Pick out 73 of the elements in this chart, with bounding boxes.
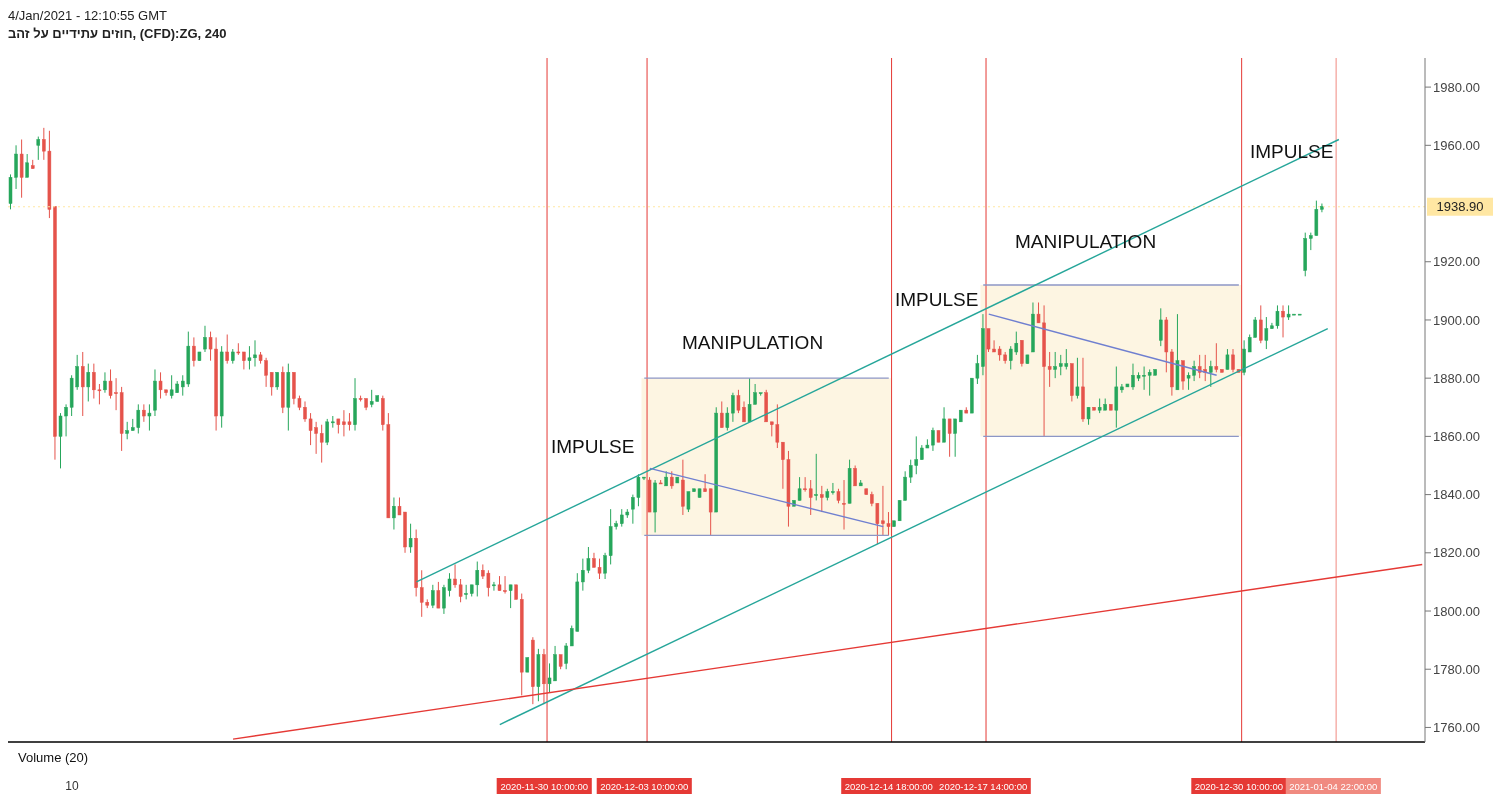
candlestick bbox=[319, 424, 324, 464]
candlestick bbox=[731, 392, 735, 423]
candlestick bbox=[1281, 304, 1285, 338]
y-tick-label: 1980.00 bbox=[1433, 79, 1480, 95]
candlestick bbox=[1075, 357, 1080, 400]
candlestick bbox=[86, 363, 91, 402]
x-tick-label: 2020-12-30 10:00:00 bbox=[1194, 780, 1283, 792]
candlestick bbox=[1181, 360, 1185, 391]
candlestick bbox=[269, 371, 274, 397]
y-tick-label: 1820.00 bbox=[1433, 545, 1480, 561]
candlestick bbox=[492, 581, 496, 592]
x-tick-label: 2021-01-04 22:00:00 bbox=[1289, 780, 1378, 792]
candlestick bbox=[103, 371, 107, 394]
candlestick bbox=[820, 485, 824, 513]
candlestick bbox=[431, 584, 435, 609]
y-tick-label: 1840.00 bbox=[1433, 487, 1480, 503]
candlestick bbox=[853, 464, 857, 487]
candlestick bbox=[1242, 339, 1246, 376]
y-tick-label: 1900.00 bbox=[1433, 312, 1480, 328]
candlestick bbox=[703, 473, 707, 493]
candlestick bbox=[1159, 307, 1163, 347]
y-tick-label: 1960.00 bbox=[1433, 137, 1480, 153]
candlestick bbox=[953, 418, 957, 458]
annotation: IMPULSE bbox=[551, 435, 635, 459]
candlestick bbox=[842, 479, 846, 531]
candlestick bbox=[720, 400, 724, 429]
candlestick bbox=[436, 581, 441, 609]
candlestick bbox=[814, 453, 818, 501]
y-tick-label: 1780.00 bbox=[1433, 661, 1480, 677]
annotation: IMPULSE bbox=[895, 288, 979, 312]
candlestick bbox=[225, 334, 229, 365]
candlestick bbox=[1259, 304, 1263, 344]
candlestick bbox=[947, 418, 952, 458]
text: Volume (20) bbox=[18, 750, 89, 766]
candlestick bbox=[242, 351, 246, 370]
candlestick bbox=[19, 139, 24, 199]
candlestick bbox=[325, 418, 329, 446]
candlestick bbox=[1225, 348, 1230, 370]
chart-subtitle: 4/Jan/2021 - 12:10:55 GMT bbox=[8, 8, 168, 25]
candlestick bbox=[1020, 339, 1024, 368]
candlestick bbox=[25, 153, 29, 178]
candlestick bbox=[80, 351, 85, 417]
candlestick bbox=[203, 325, 207, 353]
x-tick-label: 2020-12-03 10:00:00 bbox=[600, 780, 689, 792]
candlestick bbox=[1053, 351, 1057, 379]
chart-title: חוזים עתידיים על זהב, (CFD):ZG, 240 bbox=[8, 26, 228, 43]
candlestick bbox=[508, 584, 513, 609]
candlestick bbox=[142, 403, 146, 423]
candlestick bbox=[1114, 366, 1119, 429]
candlestick bbox=[392, 497, 396, 531]
y-tick-label: 1860.00 bbox=[1433, 429, 1480, 444]
candlestick bbox=[192, 336, 196, 368]
y-tick-label: 1760.00 bbox=[1433, 720, 1480, 736]
candlestick bbox=[36, 136, 41, 161]
candlestick bbox=[942, 406, 946, 443]
candlestick bbox=[725, 406, 730, 432]
annotation: MANIPULATION bbox=[682, 331, 824, 355]
candlestick bbox=[708, 488, 713, 536]
candlestick bbox=[1214, 342, 1219, 373]
candlestick bbox=[1209, 360, 1213, 388]
y-tick-label: 1920.00 bbox=[1433, 254, 1480, 270]
y-tick-label: 1880.00 bbox=[1433, 370, 1480, 386]
candlestick bbox=[808, 479, 813, 516]
candlestick bbox=[147, 403, 152, 432]
x-tick-label: 10 bbox=[65, 779, 79, 793]
y-tick-label: 1800.00 bbox=[1433, 603, 1480, 619]
candlestick bbox=[408, 523, 413, 554]
x-tick-label: 2020-12-14 18:00:00 bbox=[844, 780, 933, 792]
ref-line-label: 1938.90 bbox=[1436, 199, 1484, 215]
candlestick bbox=[803, 476, 807, 493]
candlestick bbox=[564, 642, 568, 670]
x-tick-label: 2020-12-17 14:00:00 bbox=[939, 780, 1028, 792]
x-tick-label: 2020-11-30 10:00:00 bbox=[500, 780, 588, 792]
